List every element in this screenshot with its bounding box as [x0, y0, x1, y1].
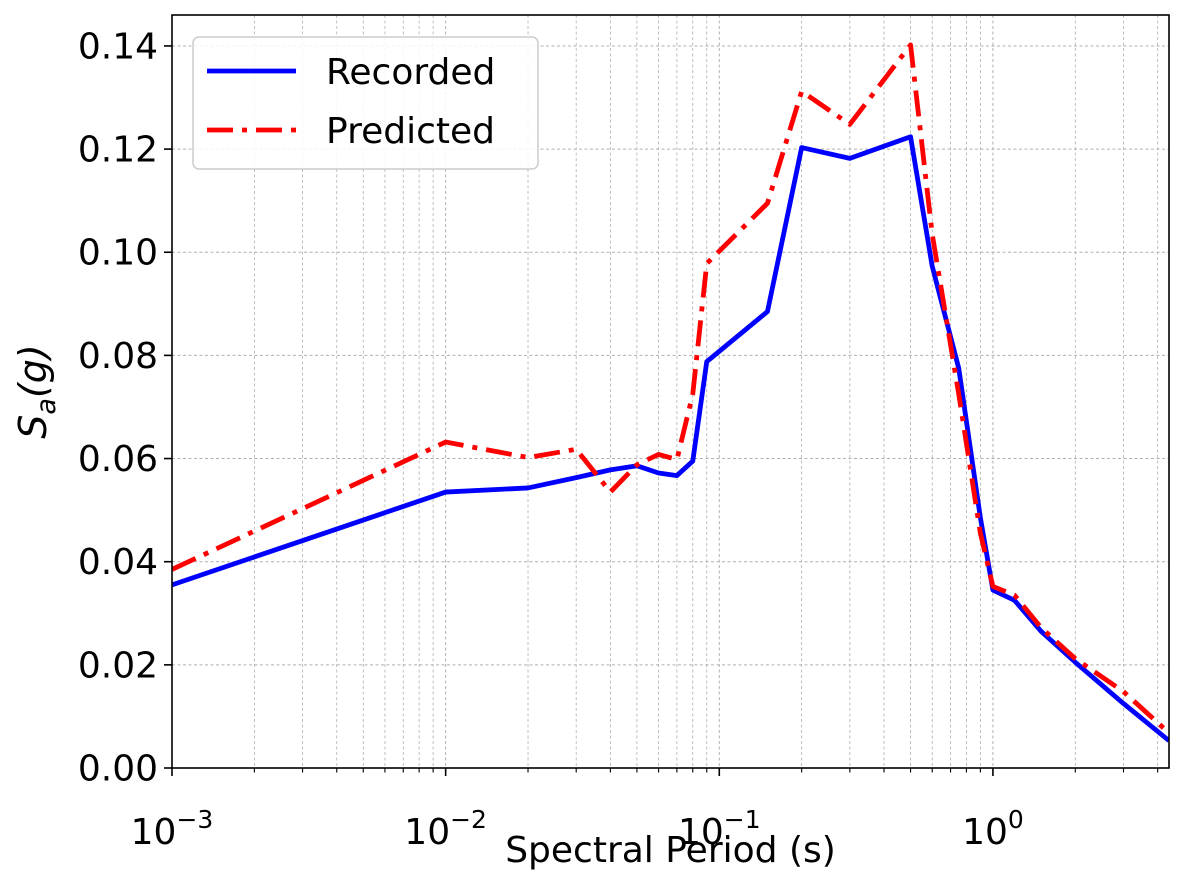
y-tick-label: 0.08	[78, 336, 158, 377]
x-tick-label: 10−1	[678, 805, 761, 853]
x-tick-label: 10−2	[404, 805, 487, 853]
plot-frame	[171, 14, 1170, 769]
x-axis-label: Spectral Period (s)	[505, 830, 836, 871]
x-tick-label-exponent: −3	[176, 805, 213, 834]
y-tick-label: 0.10	[78, 233, 158, 274]
y-tick-label: 0.04	[78, 542, 158, 583]
series-layer	[172, 42, 1169, 743]
y-axis-label-subscript: a	[31, 398, 62, 415]
series-line-recorded	[172, 134, 1169, 743]
y-tick-label: 0.12	[78, 130, 158, 171]
y-tick-label: 0.06	[78, 439, 158, 480]
y-axis-label-rest: (g)	[11, 344, 55, 398]
x-tick-label-exponent: −2	[450, 805, 487, 834]
x-tick-label-base: 10	[962, 812, 1008, 853]
x-tick-label: 100	[962, 805, 1024, 853]
legend: Recorded Predicted	[192, 36, 539, 170]
series-line-predicted	[172, 42, 1169, 735]
y-axis-label: Sa(g)	[11, 344, 62, 438]
legend-label-recorded: Recorded	[326, 52, 495, 93]
y-axis-label-base: S	[11, 415, 55, 439]
x-tick-label-exponent: 0	[1008, 805, 1024, 834]
legend-label-predicted: Predicted	[326, 111, 495, 152]
grid-layer	[171, 15, 1169, 769]
tick-layer: 10−3 10−2 10−1 1000.000.020.040.060.080.100…	[78, 26, 1159, 853]
label-layer: Spectral Period (s) Sa(g)	[11, 344, 836, 871]
y-tick-label: 0.02	[78, 645, 158, 686]
x-tick-label-base: 10	[404, 812, 450, 853]
x-tick-label-base: 10	[678, 812, 724, 853]
x-tick-label-exponent: −1	[724, 805, 761, 834]
x-tick-label-base: 10	[131, 812, 177, 853]
y-tick-label: 0.14	[78, 26, 158, 67]
x-tick-label: 10−3	[131, 805, 214, 853]
y-tick-label: 0.00	[78, 749, 158, 790]
